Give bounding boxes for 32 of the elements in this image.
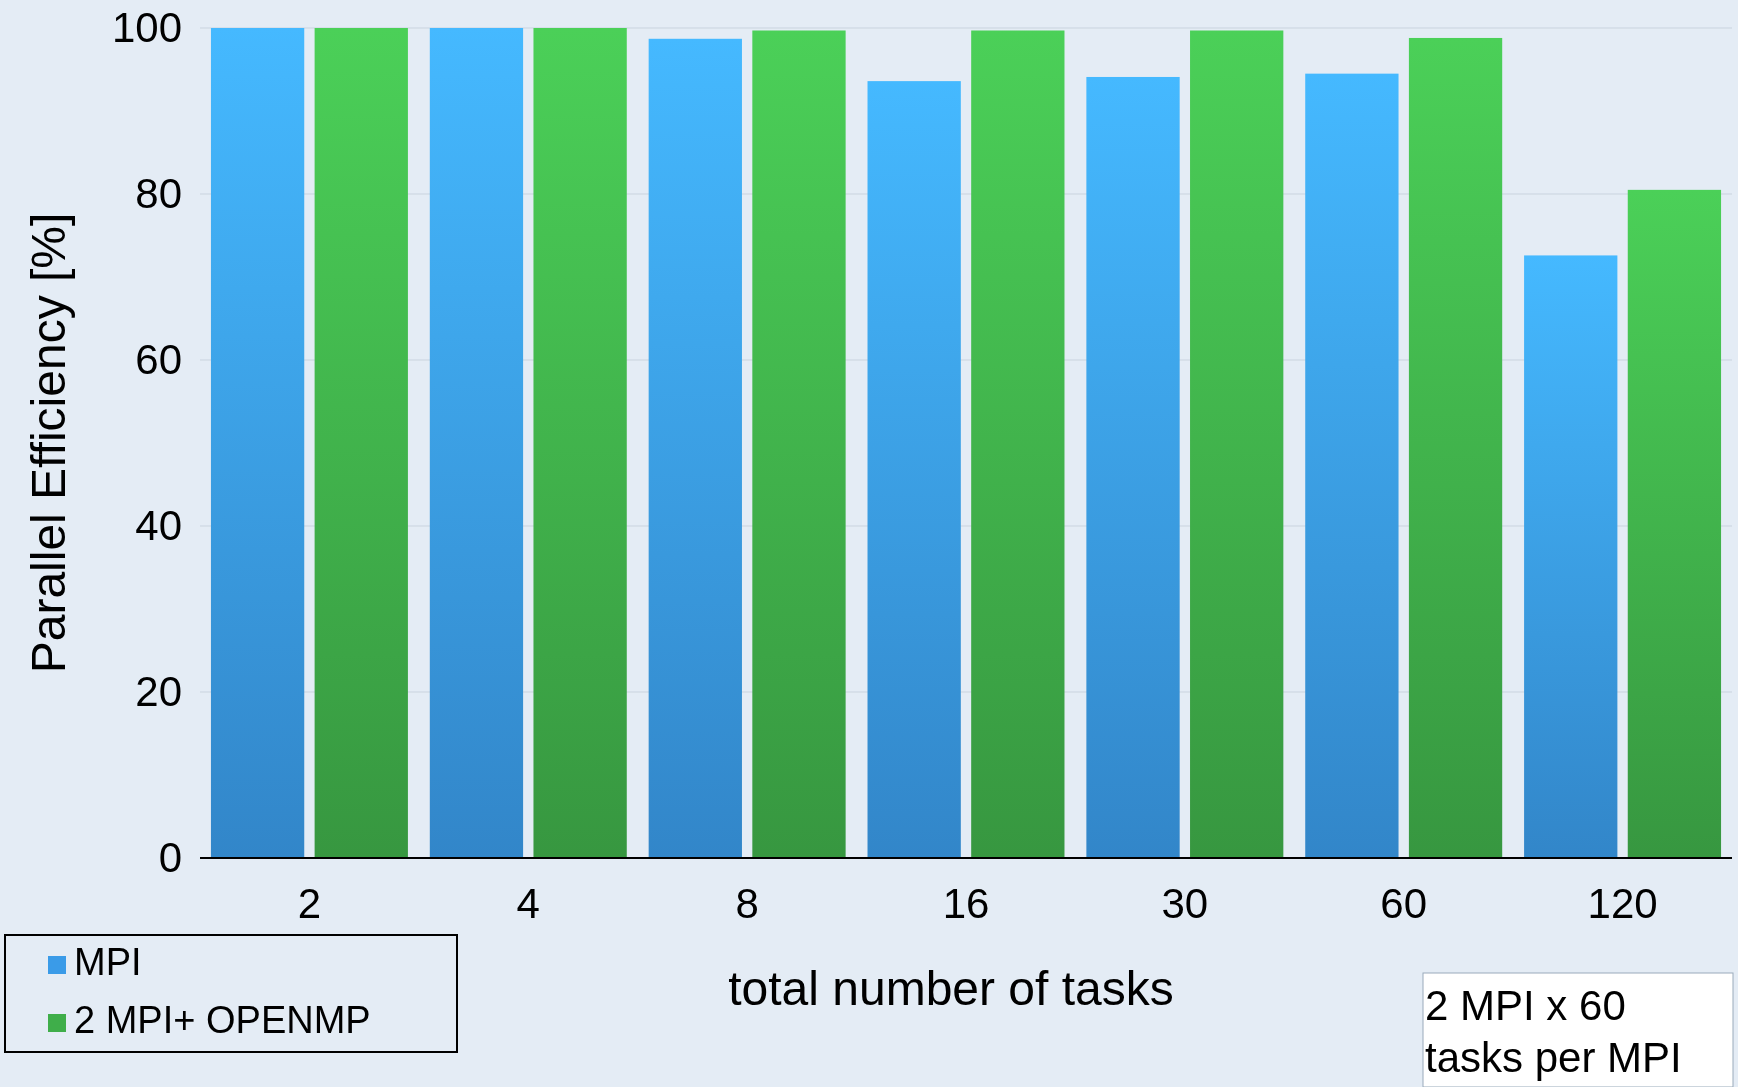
bar — [971, 30, 1065, 858]
bar — [1086, 76, 1180, 858]
bar — [1524, 255, 1618, 858]
x-tick-label: 60 — [1380, 879, 1428, 927]
x-tick-label: 120 — [1587, 879, 1658, 927]
x-axis-title: total number of tasks — [728, 962, 1174, 1015]
x-tick-label: 16 — [942, 879, 990, 927]
bar — [314, 28, 408, 858]
bar — [1190, 30, 1284, 858]
bar — [533, 28, 627, 858]
y-tick-label: 0 — [158, 833, 182, 881]
y-tick-label: 100 — [111, 3, 182, 51]
bar — [1408, 37, 1503, 858]
legend-label: MPI — [74, 941, 142, 983]
bar — [429, 28, 524, 858]
legend-label: 2 MPI+ OPENMP — [74, 999, 371, 1041]
bar — [752, 30, 846, 858]
bar — [1627, 189, 1722, 858]
bar — [1305, 73, 1399, 858]
x-tick-label: 30 — [1161, 879, 1209, 927]
y-tick-label: 80 — [135, 169, 182, 217]
y-tick-label: 60 — [135, 335, 182, 383]
text: 2 MPI x 60 tasks per MPI — [1425, 982, 1682, 1081]
y-tick-label: 40 — [135, 501, 182, 549]
y-tick-label: 20 — [135, 667, 182, 715]
bar — [648, 38, 742, 858]
bar — [867, 81, 961, 858]
y-axis-title: Parallel Efficiency [%] — [22, 212, 75, 674]
x-tick-label: 8 — [735, 879, 759, 927]
x-tick-label: 4 — [516, 879, 540, 927]
bar — [210, 28, 305, 858]
x-tick-label: 2 — [297, 879, 322, 927]
